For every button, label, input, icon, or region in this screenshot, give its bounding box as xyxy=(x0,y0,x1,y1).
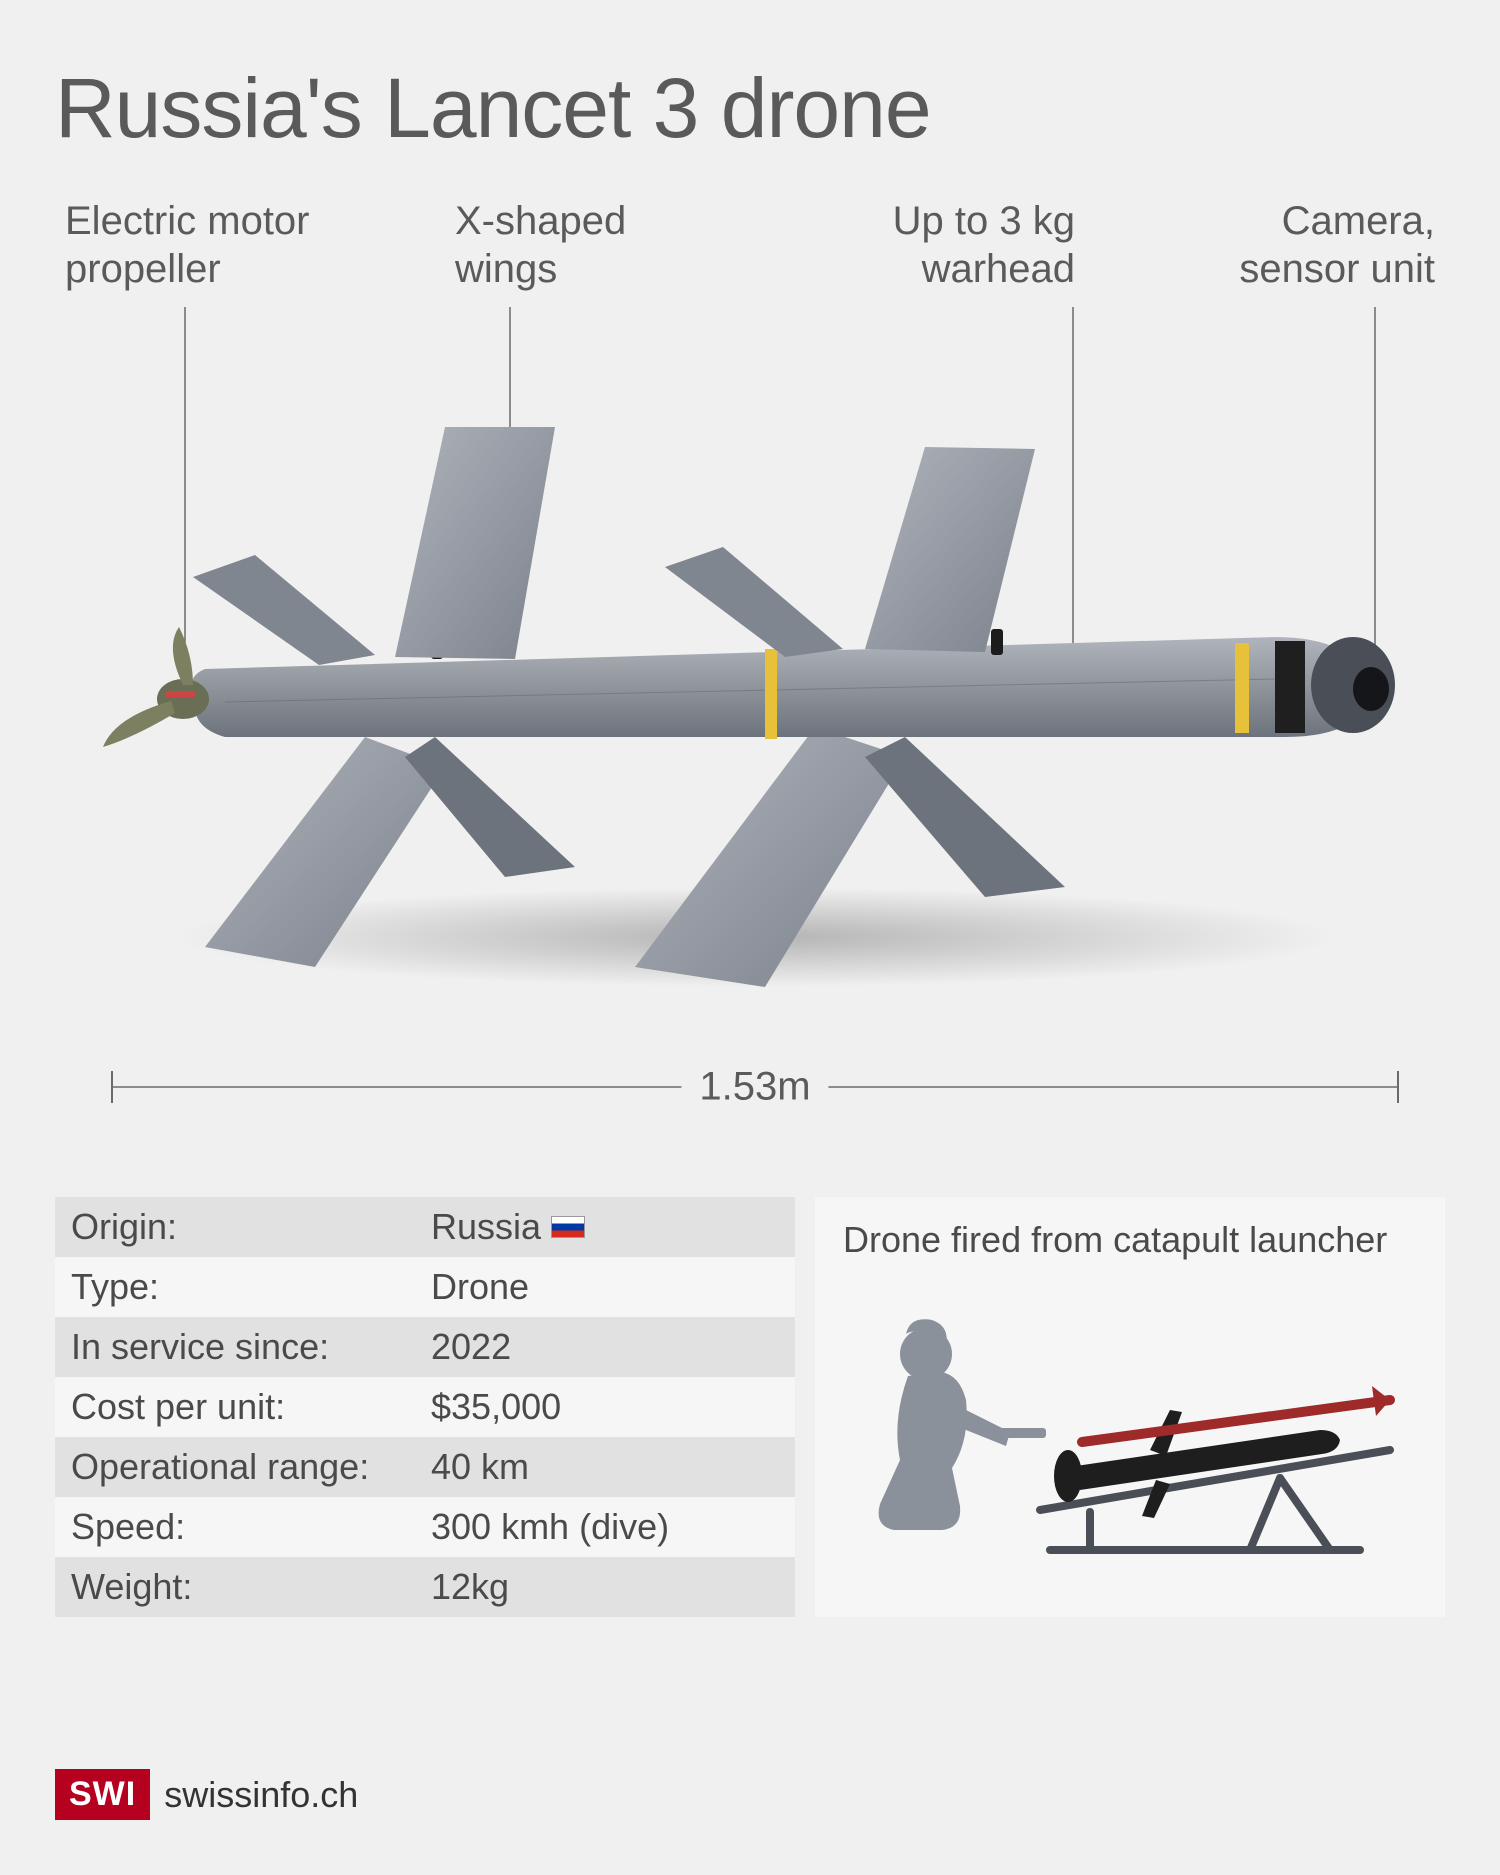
callout-wings: X-shaped wings xyxy=(455,197,626,293)
callout-warhead: Up to 3 kg warhead xyxy=(855,197,1075,293)
lower-section: Origin: Russia Type: Drone In service si… xyxy=(55,1197,1445,1617)
callout-propeller: Electric motor propeller xyxy=(65,197,310,293)
drone-illustration xyxy=(75,397,1435,1017)
drone-diagram: Electric motor propeller X-shaped wings … xyxy=(55,197,1445,1137)
swi-badge: SWI xyxy=(55,1769,150,1820)
swi-domain: swissinfo.ch xyxy=(164,1774,358,1816)
spec-row: Type: Drone xyxy=(55,1257,795,1317)
spec-row: In service since: 2022 xyxy=(55,1317,795,1377)
launcher-illustration xyxy=(843,1280,1417,1570)
spec-label: Origin: xyxy=(71,1206,431,1248)
dimension-value: 1.53m xyxy=(681,1065,828,1110)
launcher-box: Drone fired from catapult launcher xyxy=(815,1197,1445,1617)
launcher-title: Drone fired from catapult launcher xyxy=(843,1217,1417,1262)
spec-value: Russia xyxy=(431,1206,779,1248)
source-footer: SWI swissinfo.ch xyxy=(55,1769,358,1820)
spec-row: Speed: 300 kmh (dive) xyxy=(55,1497,795,1557)
dimension-line: 1.53m xyxy=(110,1067,1400,1107)
spec-row: Cost per unit: $35,000 xyxy=(55,1377,795,1437)
spec-table: Origin: Russia Type: Drone In service si… xyxy=(55,1197,795,1617)
spec-row: Origin: Russia xyxy=(55,1197,795,1257)
callout-camera: Camera, sensor unit xyxy=(1225,197,1435,293)
page-title: Russia's Lancet 3 drone xyxy=(55,60,1445,157)
spec-row: Weight: 12kg xyxy=(55,1557,795,1617)
russia-flag-icon xyxy=(551,1216,585,1238)
spec-row: Operational range: 40 km xyxy=(55,1437,795,1497)
